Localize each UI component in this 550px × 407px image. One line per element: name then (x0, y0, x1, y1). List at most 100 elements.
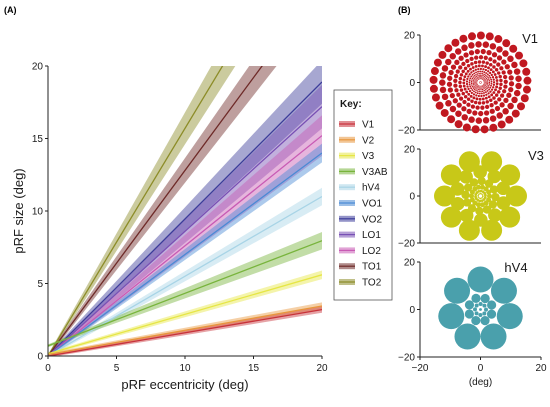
legend-title: Key: (340, 99, 362, 110)
prf-dot (479, 308, 482, 311)
prf-dot (495, 85, 499, 89)
prf-dot (490, 80, 493, 83)
prf-dot (454, 59, 460, 65)
prf-dot (480, 92, 483, 95)
prf-dot (465, 82, 469, 86)
prf-dot (482, 303, 487, 308)
prf-dot (479, 78, 481, 80)
prf-dot (496, 46, 503, 53)
prf-dot (505, 115, 514, 124)
prf-dot (496, 55, 503, 61)
prf-dot (479, 87, 481, 89)
prf-dot (499, 164, 521, 186)
legend-label-vo2: VO2 (362, 214, 382, 225)
prf-dot (470, 71, 473, 74)
prf-dot (502, 108, 509, 115)
series-line-v1 (48, 308, 322, 356)
prf-dot (477, 78, 479, 80)
prf-dot (470, 99, 474, 103)
prf-dot (475, 83, 477, 85)
prf-dot (483, 81, 485, 83)
prf-dot (486, 197, 492, 203)
series-line-v3ab (48, 240, 322, 347)
prf-dot (474, 64, 478, 68)
prf-dot (489, 108, 495, 114)
prf-dot (486, 193, 492, 199)
prf-dot (486, 49, 492, 56)
prf-dot (478, 197, 481, 199)
prf-dot (507, 102, 514, 110)
prf-dot (482, 78, 484, 80)
prf-dot (491, 70, 495, 74)
x-tick-label: 5 (114, 363, 120, 374)
prf-dot (506, 92, 512, 98)
prf-dot (477, 88, 479, 91)
prf-dot (480, 90, 482, 93)
prf-dot (478, 86, 480, 88)
prf-dot (483, 71, 486, 74)
prf-dot (513, 68, 521, 75)
prf-dot (476, 88, 478, 90)
prf-dot (477, 78, 479, 80)
y-tick-label: 10 (32, 207, 44, 218)
prf-dot (449, 92, 455, 99)
prf-dot (466, 85, 469, 88)
prf-dot (502, 89, 507, 94)
prf-dot (507, 55, 514, 63)
prf-dot (438, 50, 447, 59)
prf-dot (490, 73, 493, 77)
prf-dot (449, 105, 457, 113)
prf-dot (476, 31, 485, 40)
prf-dot (479, 202, 485, 208)
prf-dot (447, 87, 454, 93)
mosaic-y-tick-label: −20 (398, 126, 415, 137)
prf-dot (458, 80, 462, 85)
prf-dot (485, 83, 487, 85)
prf-center (479, 81, 482, 84)
prf-dot (476, 80, 478, 82)
series-line-vo1 (48, 152, 322, 356)
prf-dot (486, 189, 492, 195)
prf-dot (475, 117, 483, 124)
prf-dot (501, 59, 507, 65)
prf-dot (472, 69, 475, 73)
prf-dot (475, 84, 477, 86)
prf-dot (503, 79, 508, 84)
prf-dot (484, 193, 487, 197)
prf-dot (465, 58, 470, 64)
prf-dot (459, 208, 474, 223)
prf-dot (494, 35, 503, 44)
prf-dot (478, 85, 480, 87)
prf-dot (455, 69, 460, 74)
prf-dot (474, 86, 476, 88)
prf-dot (473, 77, 476, 79)
legend-label-v2: V2 (362, 135, 375, 146)
prf-dot (473, 60, 478, 65)
prf-dot (477, 76, 479, 78)
prf-dot (468, 81, 471, 84)
prf-dot (464, 309, 474, 319)
prf-dot (495, 82, 499, 86)
prf-dot (480, 87, 482, 89)
prf-dot (469, 94, 473, 98)
prf-dot (487, 95, 491, 99)
prf-dot (487, 81, 489, 83)
mosaic-axes-hv4: 20 0 −20−20 0 20 (deg) (398, 258, 547, 389)
prf-dot (451, 38, 460, 47)
mosaic-x-axis-title: (deg) (469, 377, 492, 388)
band-hv4 (48, 187, 322, 356)
prf-dot (473, 78, 475, 81)
prf-dot (472, 82, 474, 85)
prf-dot (471, 89, 474, 91)
prf-dot (452, 98, 458, 104)
prf-dot (503, 74, 508, 80)
prf-dot (484, 104, 490, 110)
prf-dot (476, 184, 482, 190)
prf-dot (474, 213, 488, 227)
mosaic-y-tick-label: 20 (404, 258, 416, 269)
prf-dot (483, 78, 485, 80)
prf-dot (474, 55, 479, 60)
prf-dot (498, 86, 502, 90)
prf-dot (478, 55, 484, 60)
prf-dot (487, 169, 502, 184)
